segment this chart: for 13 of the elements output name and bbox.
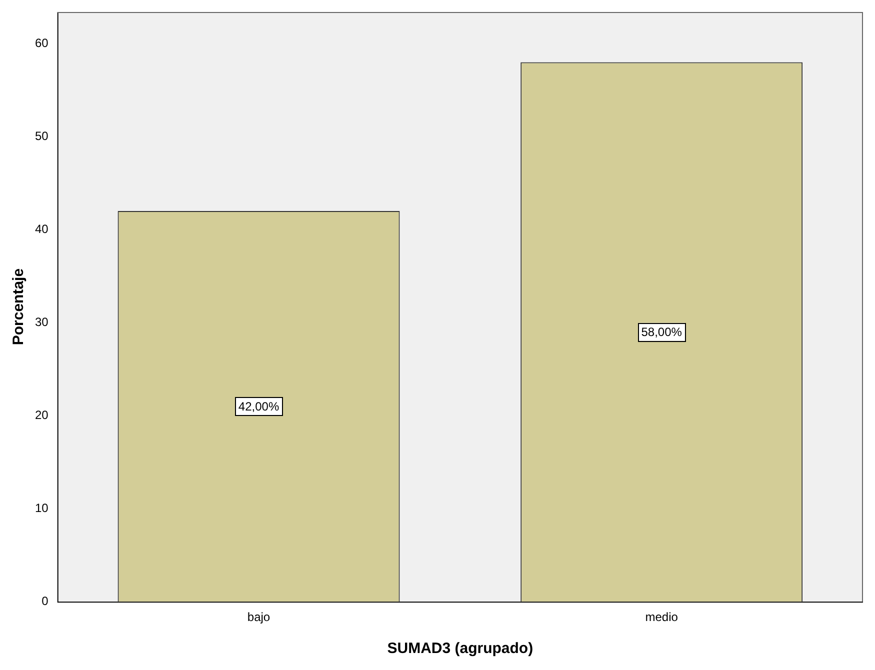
data-label: 42,00% <box>238 400 280 414</box>
y-tick-label: 30 <box>34 314 49 329</box>
y-tick-label: 50 <box>34 128 49 143</box>
y-tick-label: 10 <box>34 500 49 515</box>
y-tick-label: 60 <box>34 36 49 50</box>
y-tick-label: 0 <box>42 594 49 608</box>
x-tick-label: medio <box>645 610 678 624</box>
x-tick-label: bajo <box>247 610 270 624</box>
data-label: 58,00% <box>641 325 682 340</box>
y-tick-label: 40 <box>34 222 49 236</box>
y-tick-label: 20 <box>34 408 49 422</box>
x-axis-title: SUMAD3 (agrupado) <box>387 640 534 658</box>
y-axis-title: Porcentaje <box>10 268 28 346</box>
